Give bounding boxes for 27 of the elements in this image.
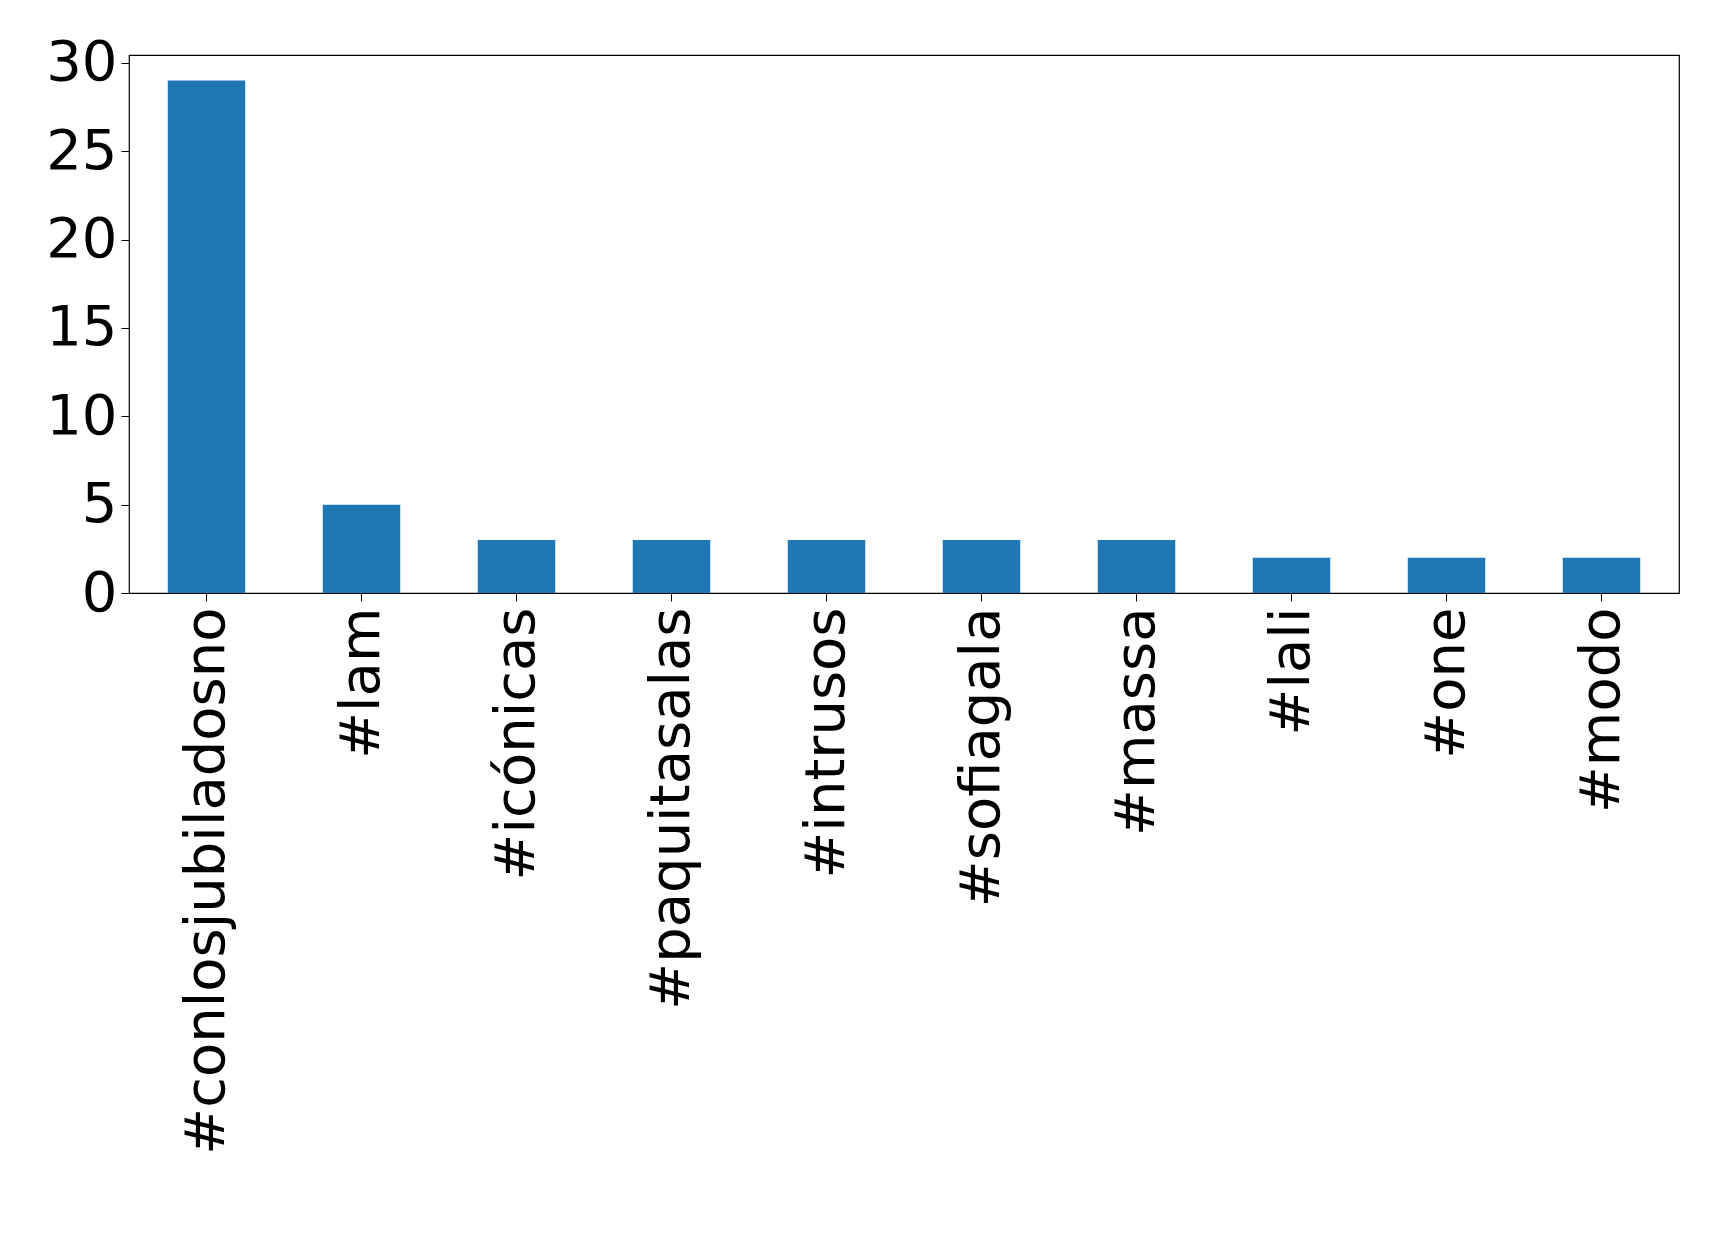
x-tick-label: #one: [1411, 607, 1477, 759]
y-tick-label: 15: [46, 293, 118, 359]
x-tick-label: #intrusos: [791, 607, 857, 879]
y-tick-label: 10: [46, 381, 118, 447]
bar: [1562, 557, 1641, 593]
y-tick-label: 0: [81, 558, 118, 624]
bar: [1097, 540, 1176, 593]
x-tick-label: #massa: [1101, 607, 1167, 836]
x-tick-label: #sofiagala: [946, 607, 1012, 908]
y-tick-label: 25: [46, 116, 118, 182]
bar: [322, 504, 401, 593]
x-tick-label: #modo: [1566, 607, 1632, 814]
y-tick-label: 5: [81, 470, 118, 536]
y-tick-label: 30: [46, 28, 118, 94]
bar: [942, 540, 1021, 593]
bar: [787, 540, 866, 593]
y-tick-label: 20: [46, 205, 118, 271]
x-tick-label: #conlosjubiladosno: [171, 607, 237, 1155]
x-tick-label: #lam: [326, 607, 392, 759]
bar: [167, 80, 246, 593]
bar: [1252, 557, 1331, 593]
x-tick-label: #lali: [1256, 607, 1322, 736]
x-tick-label: #paquitasalas: [636, 607, 702, 1010]
bar: [632, 540, 711, 593]
bar: [1407, 557, 1486, 593]
bar: [477, 540, 556, 593]
x-tick-label: #icónicas: [481, 607, 547, 881]
